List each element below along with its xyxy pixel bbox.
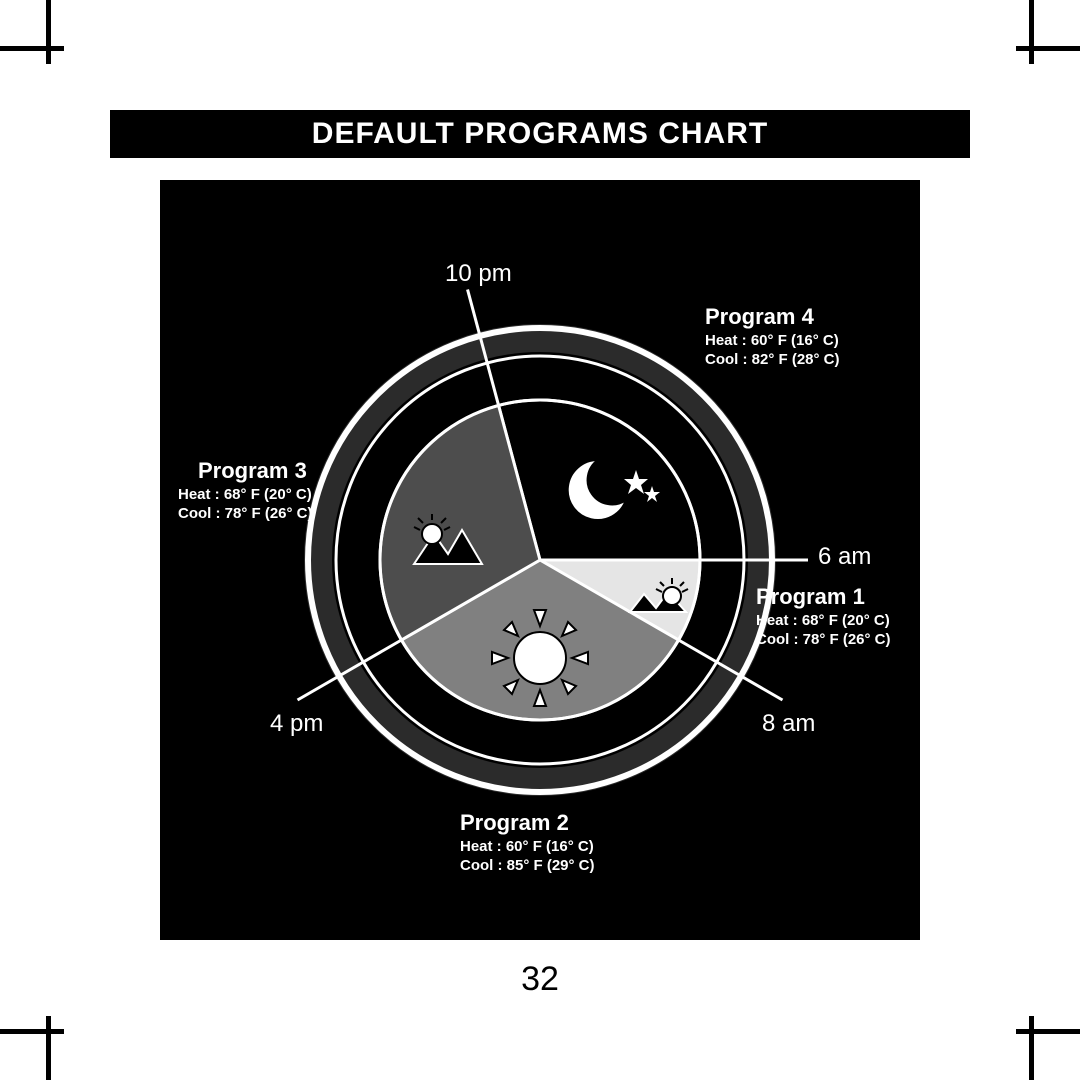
program4-heat: Heat : 60° F (16° C) xyxy=(705,332,839,351)
program2-heat: Heat : 60° F (16° C) xyxy=(460,838,594,857)
program3-heat: Heat : 68° F (20° C) xyxy=(178,486,312,505)
program4-title: Program 4 xyxy=(705,304,814,330)
page-title-bar: DEFAULT PROGRAMS CHART xyxy=(110,110,970,158)
page-title: DEFAULT PROGRAMS CHART xyxy=(312,117,768,151)
crop-mark-icon xyxy=(1029,0,1034,64)
program3-title: Program 3 xyxy=(198,458,307,484)
time-label-6am: 6 am xyxy=(818,543,871,571)
programs-chart: 10 pm 6 am 8 am 4 pm Program 4 Heat : 60… xyxy=(160,180,920,940)
time-label-4pm: 4 pm xyxy=(270,710,323,738)
page: DEFAULT PROGRAMS CHART xyxy=(0,0,1080,1080)
crop-mark-icon xyxy=(1016,46,1080,51)
program1-title: Program 1 xyxy=(756,584,865,610)
program4-cool: Cool : 82° F (28° C) xyxy=(705,351,840,370)
crop-mark-icon xyxy=(46,1016,51,1080)
crop-mark-icon xyxy=(0,46,64,51)
program1-cool: Cool : 78° F (26° C) xyxy=(756,631,891,650)
program2-cool: Cool : 85° F (29° C) xyxy=(460,857,595,876)
crop-mark-icon xyxy=(46,0,51,64)
crop-mark-icon xyxy=(1029,1016,1034,1080)
crop-mark-icon xyxy=(0,1029,64,1034)
time-label-10pm: 10 pm xyxy=(445,260,512,288)
program2-title: Program 2 xyxy=(460,810,569,836)
program3-cool: Cool : 78° F (26° C) xyxy=(178,505,313,524)
program1-heat: Heat : 68° F (20° C) xyxy=(756,612,890,631)
crop-mark-icon xyxy=(1016,1029,1080,1034)
time-label-8am: 8 am xyxy=(762,710,815,738)
page-number: 32 xyxy=(0,960,1080,999)
